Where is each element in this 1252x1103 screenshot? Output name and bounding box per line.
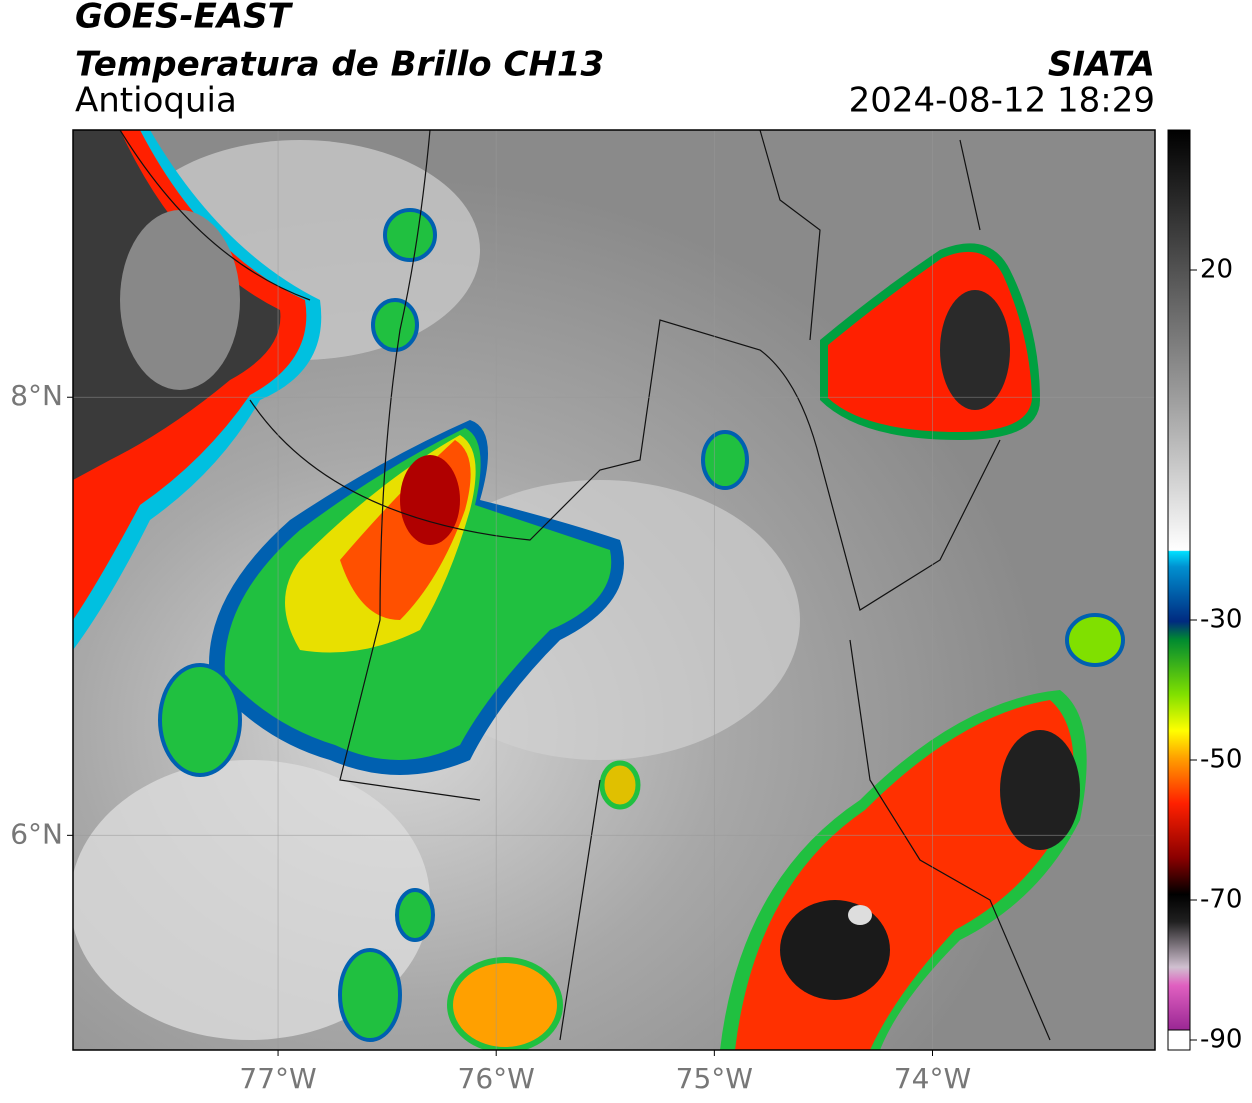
- y-tick-label: 6°N: [10, 817, 63, 850]
- grid: [73, 130, 1155, 1050]
- x-tick-label: 76°W: [458, 1062, 535, 1095]
- colorbar: [1167, 129, 1191, 1041]
- timestamp: 2024-08-12 18:29: [849, 81, 1155, 121]
- colorbar-tick-label: -90: [1200, 1025, 1242, 1055]
- colorbar-extension: [1167, 1029, 1191, 1051]
- subtitle: Temperatura de Brillo CH13: [75, 45, 604, 85]
- colorbar-tick-label: -70: [1200, 885, 1242, 915]
- map-frame: [72, 129, 1156, 1051]
- x-tick-label: 77°W: [239, 1062, 316, 1095]
- satellite-image: [73, 130, 1155, 1050]
- x-tick-label: 74°W: [894, 1062, 971, 1095]
- region: Antioquia: [75, 81, 237, 121]
- colorbar-tick-label: 20: [1200, 255, 1233, 285]
- y-tick-label: 8°N: [10, 379, 63, 412]
- x-tick-label: 75°W: [676, 1062, 753, 1095]
- title: GOES-EAST: [75, 0, 294, 37]
- source: SIATA: [1048, 45, 1155, 85]
- colorbar-tick-label: -30: [1200, 605, 1242, 635]
- colorbar-tick-label: -50: [1200, 745, 1242, 775]
